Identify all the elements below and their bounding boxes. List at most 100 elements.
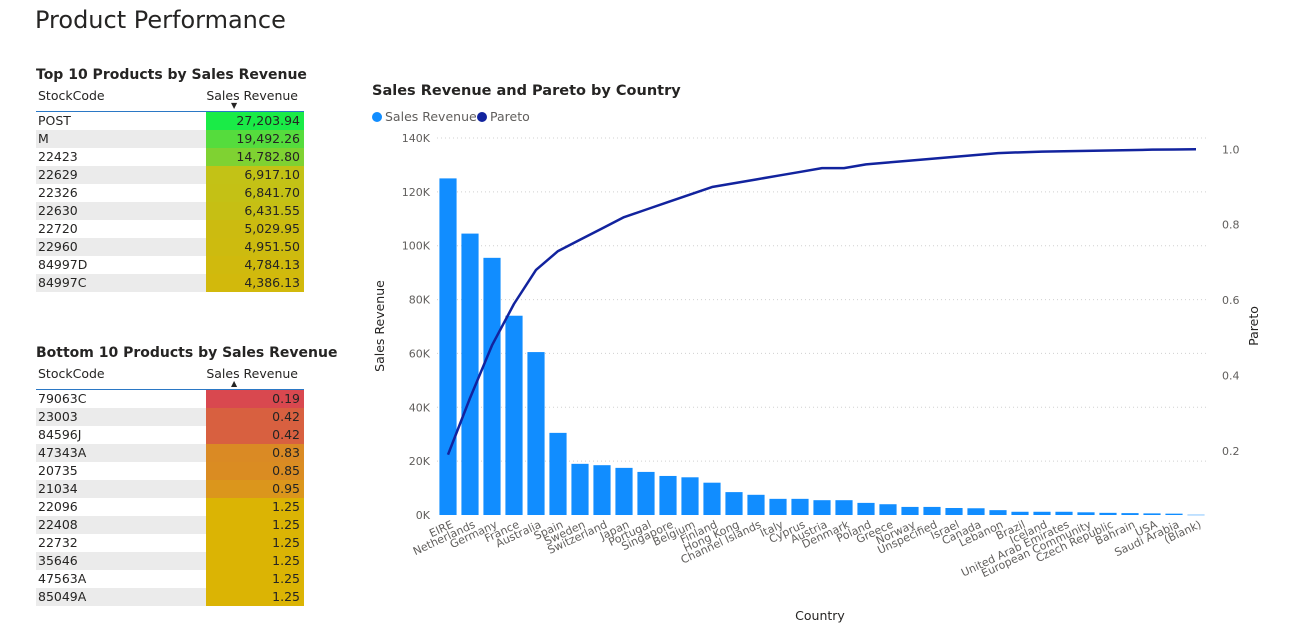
table-row[interactable]: 84997C 4,386.13 (36, 274, 304, 292)
bar (659, 475, 677, 515)
stockcode-cell: 22326 (38, 185, 78, 200)
y2-tick-label: 1.0 (1222, 143, 1240, 156)
y-tick-label: 40K (409, 401, 431, 414)
stockcode-cell: 22408 (36, 516, 206, 534)
y2-tick-label: 0.8 (1222, 219, 1240, 232)
table-row[interactable]: 21034 0.95 (36, 480, 304, 498)
y-tick-label: 140K (402, 132, 431, 145)
bar (1099, 512, 1117, 515)
table-row[interactable]: 22630 6,431.55 (36, 202, 304, 220)
bar (1011, 511, 1029, 515)
bar (703, 482, 721, 515)
stockcode-cell: 79063C (38, 391, 87, 406)
column-header-stockcode[interactable]: StockCode (38, 88, 105, 103)
bar (593, 465, 611, 515)
sales-revenue-cell: 0.85 (206, 462, 304, 480)
table-row[interactable]: 84997D 4,784.13 (36, 256, 304, 274)
y-tick-label: 100K (402, 240, 431, 253)
sort-ascending-icon[interactable]: ▲ (231, 379, 238, 388)
table-row[interactable]: 35646 1.25 (36, 552, 304, 570)
stockcode-cell: 22630 (36, 202, 206, 220)
stockcode-cell: 23003 (36, 408, 206, 426)
chart-title: Sales Revenue and Pareto by Country (372, 83, 681, 99)
sales-revenue-cell: 1.25 (206, 552, 304, 570)
bottom-table-title: Bottom 10 Products by Sales Revenue (36, 345, 338, 361)
column-header-sales-revenue[interactable]: Sales Revenue ▼ (206, 85, 304, 111)
sales-revenue-cell: 0.83 (206, 444, 304, 462)
y2-axis-label: Pareto (1246, 306, 1261, 346)
sales-revenue-cell: 19,492.26 (206, 130, 304, 148)
sales-revenue-cell: 0.42 (206, 426, 304, 444)
table-row[interactable]: 22732 1.25 (36, 534, 304, 552)
sales-revenue-cell: 1.25 (206, 588, 304, 606)
sales-revenue-cell: 4,784.13 (206, 256, 304, 274)
table-row[interactable]: 47343A 0.83 (36, 444, 304, 462)
bar (637, 471, 655, 515)
bar (1055, 511, 1073, 515)
table-row[interactable]: 47563A 1.25 (36, 570, 304, 588)
bar (1187, 514, 1205, 516)
table-row[interactable]: 84596J 0.42 (36, 426, 304, 444)
sales-revenue-cell: 1.25 (206, 516, 304, 534)
bar (879, 504, 897, 515)
sales-revenue-cell: 0.95 (206, 480, 304, 498)
legend-label-pareto: Pareto (490, 109, 530, 124)
bar (571, 463, 589, 515)
stockcode-cell: 85049A (36, 588, 206, 606)
stockcode-cell: 22423 (38, 149, 78, 164)
stockcode-cell: 47343A (36, 444, 206, 462)
table-row[interactable]: 20735 0.85 (36, 462, 304, 480)
stockcode-cell: 22960 (36, 238, 206, 256)
pareto-line (446, 148, 1197, 456)
column-header-stockcode[interactable]: StockCode (38, 366, 105, 381)
bar (923, 506, 941, 515)
top-table-header: StockCode Sales Revenue ▼ (36, 85, 304, 112)
stockcode-cell: 21034 (36, 480, 206, 498)
table-row[interactable]: 79063C 0.19 (36, 390, 304, 408)
sales-revenue-cell: 0.42 (206, 408, 304, 426)
stockcode-cell: POST (38, 113, 71, 128)
bar (681, 477, 699, 515)
table-row[interactable]: 23003 0.42 (36, 408, 304, 426)
stockcode-cell: 22732 (38, 535, 78, 550)
table-row[interactable]: 22423 14,782.80 (36, 148, 304, 166)
stockcode-cell: 84596J (38, 427, 82, 442)
bottom-products-table: Bottom 10 Products by Sales Revenue Stoc… (36, 345, 338, 606)
table-row[interactable]: 22960 4,951.50 (36, 238, 304, 256)
bar (901, 506, 919, 515)
stockcode-cell: M (36, 130, 206, 148)
table-row[interactable]: 22096 1.25 (36, 498, 304, 516)
sales-revenue-cell: 6,917.10 (206, 166, 304, 184)
sales-revenue-cell: 1.25 (206, 498, 304, 516)
table-row[interactable]: 22629 6,917.10 (36, 166, 304, 184)
sales-revenue-cell: 4,386.13 (206, 274, 304, 292)
bar (505, 315, 523, 515)
sales-revenue-cell: 0.19 (206, 390, 304, 408)
bar (1143, 513, 1161, 515)
sort-descending-icon[interactable]: ▼ (231, 101, 238, 110)
stockcode-cell: 84997C (36, 274, 206, 292)
y-tick-label: 20K (409, 455, 431, 468)
column-header-sales-revenue[interactable]: Sales Revenue ▲ (206, 363, 304, 389)
y-axis-label: Sales Revenue (372, 280, 387, 372)
bar (857, 502, 875, 515)
bar (945, 507, 963, 515)
bar (1033, 511, 1051, 515)
bar (549, 432, 567, 515)
sales-revenue-cell: 1.25 (206, 570, 304, 588)
table-row[interactable]: 22326 6,841.70 (36, 184, 304, 202)
table-row[interactable]: 22408 1.25 (36, 516, 304, 534)
bar (615, 467, 633, 515)
top-table-title: Top 10 Products by Sales Revenue (36, 67, 307, 83)
y-tick-label: 120K (402, 186, 431, 199)
y2-tick-label: 0.6 (1222, 294, 1240, 307)
table-row[interactable]: 22720 5,029.95 (36, 220, 304, 238)
top-table-body: POST 27,203.94 M 19,492.26 22423 14,782.80 226… (36, 112, 304, 292)
sales-revenue-cell: 27,203.94 (206, 112, 304, 130)
table-row[interactable]: M 19,492.26 (36, 130, 304, 148)
table-row[interactable]: POST 27,203.94 (36, 112, 304, 130)
table-row[interactable]: 85049A 1.25 (36, 588, 304, 606)
sales-revenue-cell: 14,782.80 (206, 148, 304, 166)
legend-marker-pareto (477, 112, 487, 122)
